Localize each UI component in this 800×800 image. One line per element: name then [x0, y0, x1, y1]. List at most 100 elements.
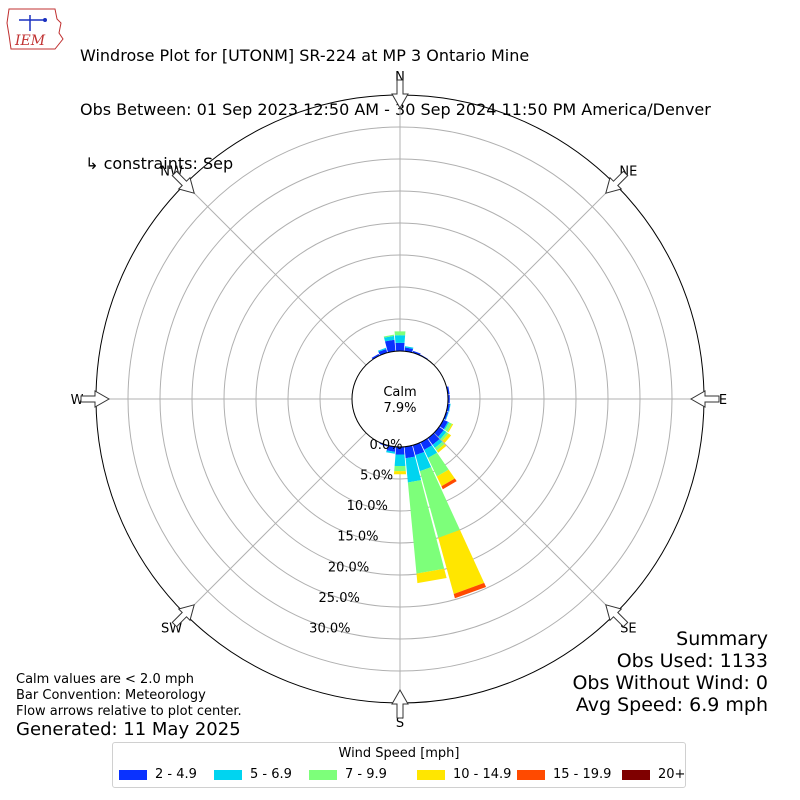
- bar-segment: [394, 454, 406, 466]
- bar-segment: [445, 412, 449, 421]
- bar-segment: [447, 423, 454, 433]
- bar-segment: [378, 349, 388, 356]
- legend-item: 7 - 9.9: [309, 767, 387, 782]
- bar-segment: [407, 480, 445, 574]
- ring-label: 25.0%: [319, 591, 360, 606]
- flow-arrow: [605, 170, 629, 194]
- bar-segment: [393, 471, 407, 475]
- legend-swatch: [214, 769, 242, 780]
- legend-label: 10 - 14.9: [453, 767, 512, 782]
- bar-segment: [371, 353, 380, 360]
- legend-label: 20+: [658, 767, 686, 782]
- legend-item: 5 - 6.9: [214, 767, 292, 782]
- grid-spoke: [433, 183, 616, 366]
- bar-segment: [439, 419, 448, 430]
- flow-arrow: [171, 604, 195, 628]
- title-line-2: Obs Between: 01 Sep 2023 12:50 AM - 30 S…: [80, 100, 711, 119]
- bar-segment: [438, 529, 485, 594]
- bar-segment: [395, 342, 405, 352]
- flow-arrow: [80, 390, 111, 408]
- bar-segment: [384, 339, 396, 353]
- calm-value: 7.9%: [383, 401, 416, 416]
- bar-segment: [428, 452, 449, 477]
- bar-segment: [416, 568, 447, 584]
- legend-title: Wind Speed [mph]: [338, 746, 460, 761]
- bar-segment: [405, 456, 422, 483]
- bar-segment: [432, 439, 443, 449]
- bar-segment: [441, 478, 457, 490]
- legend-swatch: [417, 769, 445, 780]
- bar-segment: [440, 431, 449, 441]
- legend-label: 15 - 19.9: [553, 767, 612, 782]
- ring-label: 30.0%: [309, 622, 350, 637]
- summary-avg-speed: Avg Speed: 6.9 mph: [575, 694, 768, 716]
- bar-segment: [415, 451, 432, 472]
- legend: Wind Speed [mph] 2 - 4.9 5 - 6.9 7 - 9.9 10…: [112, 742, 686, 788]
- legend-label: 2 - 4.9: [155, 767, 197, 782]
- logo-text: IEM: [14, 33, 46, 49]
- legend-item: 20+: [622, 767, 685, 782]
- flow-arrow: [391, 79, 409, 110]
- legend-item: 15 - 19.9: [517, 767, 611, 782]
- title-line-1: Windrose Plot for [UTONM] SR-224 at MP 3…: [80, 46, 530, 65]
- notes: Calm values are < 2.0 mph Bar Convention…: [16, 672, 242, 720]
- summary-obs-used: Obs Used: 1133: [616, 650, 768, 672]
- flow-arrow: [171, 170, 195, 194]
- bar-segment: [434, 441, 445, 451]
- bar-segment: [436, 444, 447, 453]
- legend-item: 10 - 14.9: [417, 767, 511, 782]
- grid-spoke: [184, 183, 367, 366]
- ring-label: 20.0%: [328, 560, 369, 575]
- flow-arrow: [391, 688, 409, 719]
- bar-segment: [446, 403, 451, 412]
- bar-segment: [386, 450, 396, 454]
- note-calm: Calm values are < 2.0 mph: [16, 672, 195, 687]
- ring-label: 15.0%: [337, 530, 378, 545]
- bar-segment: [377, 347, 387, 352]
- note-convention: Bar Convention: Meteorology: [16, 688, 206, 703]
- generated-date: Generated: 11 May 2025: [16, 719, 241, 740]
- bar-segment: [394, 335, 406, 343]
- legend-item: 2 - 4.9: [119, 767, 197, 782]
- title-line-3: ↳ constraints: Sep: [80, 154, 234, 173]
- calm-label: Calm: [383, 385, 416, 400]
- bar-segment: [395, 446, 405, 455]
- bar-segment: [453, 582, 487, 599]
- iem-logo: IEM: [5, 5, 65, 53]
- bar-segment: [404, 445, 416, 459]
- calm-circle: [351, 350, 449, 448]
- legend-swatch: [622, 769, 650, 780]
- summary-obs-without-wind: Obs Without Wind: 0: [572, 672, 768, 694]
- bar-segment: [442, 433, 452, 444]
- bar-segment: [419, 467, 460, 538]
- legend-swatch: [517, 769, 545, 780]
- bar-segment: [443, 411, 449, 420]
- bar-segment: [438, 430, 447, 439]
- bar-segment: [394, 331, 406, 336]
- bar-segment: [383, 334, 395, 338]
- legend-label: 5 - 6.9: [250, 767, 292, 782]
- summary-title: Summary: [676, 628, 768, 650]
- grid-spoke: [184, 432, 367, 615]
- bar-segment: [436, 469, 455, 487]
- bar-segment: [394, 465, 406, 472]
- grid-spoke: [433, 432, 616, 615]
- bar-segment: [444, 422, 453, 432]
- bar-segment: [434, 426, 444, 437]
- summary-box: Summary Obs Used: 1133 Obs Without Wind:…: [572, 628, 768, 716]
- bar-segment: [386, 445, 396, 452]
- direction-label: N: [395, 70, 405, 85]
- bar-segment: [443, 421, 450, 430]
- legend-swatch: [309, 769, 337, 780]
- flow-arrow: [689, 390, 720, 408]
- ring-label: 5.0%: [360, 469, 393, 484]
- bar-segment: [424, 445, 438, 458]
- flow-arrow: [605, 604, 629, 628]
- bar-segment: [404, 346, 414, 349]
- direction-label: W: [71, 393, 84, 408]
- ring-label: 10.0%: [347, 499, 388, 514]
- chart-title: Windrose Plot for [UTONM] SR-224 at MP 3…: [80, 11, 711, 191]
- direction-label: E: [719, 393, 727, 408]
- direction-label: S: [396, 716, 404, 731]
